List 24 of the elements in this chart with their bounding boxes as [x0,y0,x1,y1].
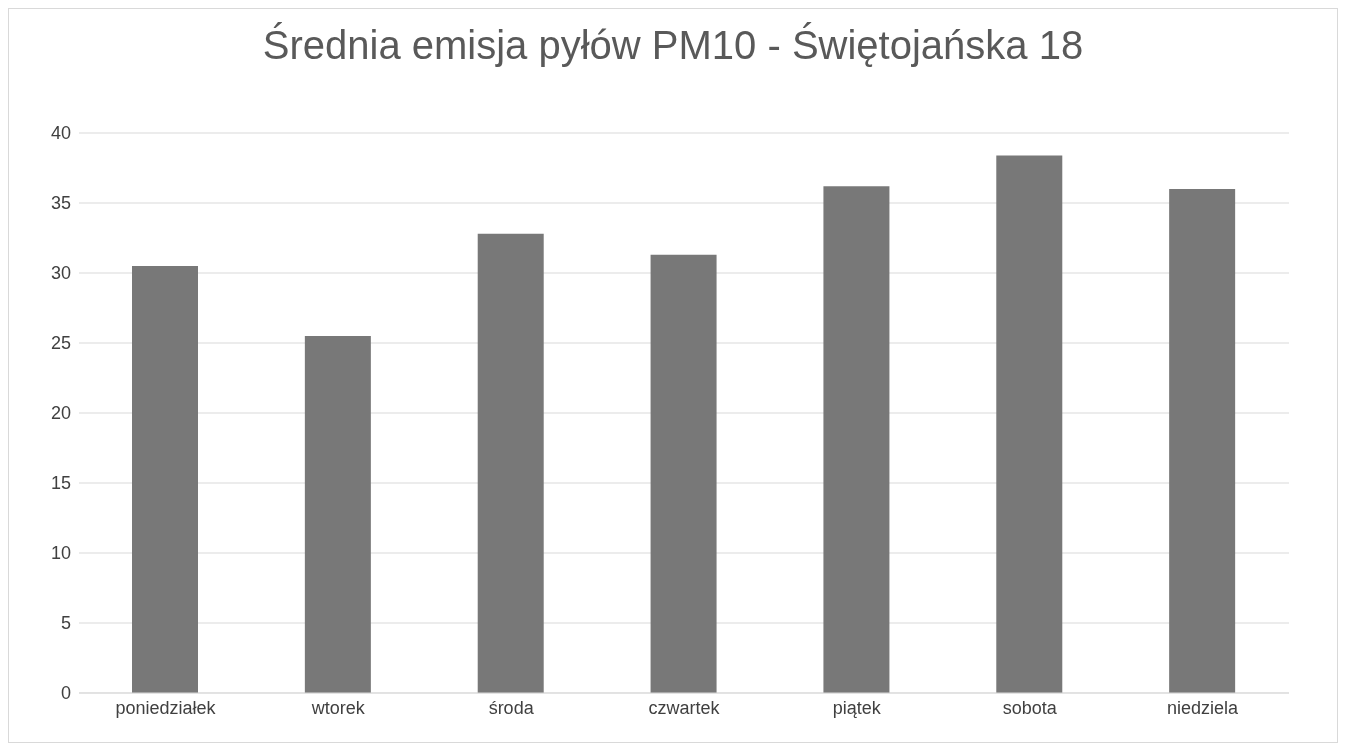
bar [477,233,544,693]
x-tick-label: środa [488,697,535,718]
bar [304,336,371,693]
bar [650,254,717,693]
y-tick-label: 5 [60,613,71,634]
x-tick-label: piątek [832,697,882,718]
chart-title: Średnia emisja pyłów PM10 - Świętojańska 18 [261,21,1085,69]
x-tick-label: poniedziałek [115,697,217,718]
y-tick-label: 0 [60,683,71,704]
x-tick-label: sobota [1002,697,1058,718]
y-tick-label: 35 [50,193,71,214]
y-tick-label: 20 [50,403,71,424]
x-tick-label: wtorek [310,697,366,718]
y-tick-label: 30 [50,263,71,284]
bar [996,155,1063,693]
y-tick-label: 15 [50,473,71,494]
y-tick-label: 25 [50,333,71,354]
y-tick-label: 10 [50,543,71,564]
bar [1169,189,1236,693]
bar [132,266,198,693]
x-tick-label: niedziela [1167,697,1240,718]
bar [823,186,890,693]
y-tick-label: 40 [50,123,71,144]
x-tick-label: czwartek [648,697,721,718]
